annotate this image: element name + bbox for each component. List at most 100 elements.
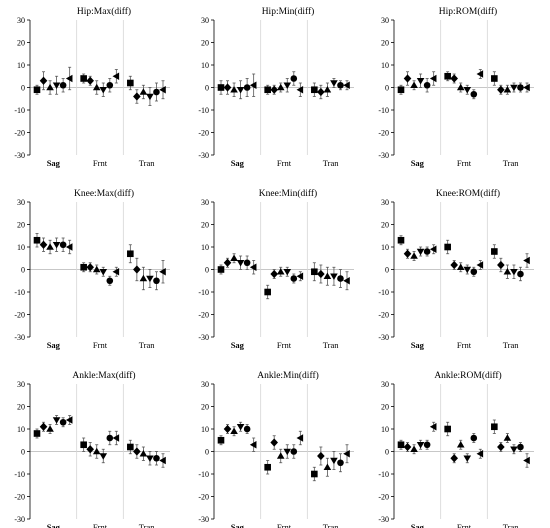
data-point (463, 267, 471, 274)
group-label: Tran (323, 158, 339, 168)
data-point (477, 450, 484, 458)
group-label: Tran (323, 522, 339, 528)
group-label: Sag (47, 522, 61, 528)
data-point (140, 275, 148, 282)
y-tick-label: 30 (201, 16, 209, 25)
data-point (277, 452, 285, 459)
y-tick-label: 30 (17, 198, 25, 207)
data-point (297, 434, 304, 442)
y-tick-label: -30 (198, 151, 209, 160)
data-point (40, 423, 48, 431)
data-point (218, 84, 225, 91)
data-point (517, 84, 524, 91)
data-point (504, 86, 512, 93)
data-point (107, 277, 114, 284)
panel-title: Knee:Max(diff) (74, 188, 134, 199)
data-point (291, 75, 298, 82)
data-point (430, 423, 437, 431)
data-point (218, 266, 225, 273)
data-point (510, 446, 518, 453)
data-point (237, 260, 245, 267)
data-point (510, 85, 518, 92)
data-point (99, 269, 107, 276)
data-point (450, 74, 458, 82)
y-tick-label: -10 (198, 470, 209, 479)
y-tick-label: 10 (17, 243, 25, 252)
data-point (86, 77, 94, 85)
y-tick-label: 10 (17, 425, 25, 434)
data-point (297, 86, 304, 94)
data-point (291, 275, 298, 282)
data-point (457, 84, 465, 91)
group-label: Sag (231, 158, 245, 168)
data-point (311, 86, 318, 93)
data-point (317, 270, 325, 278)
data-point (277, 84, 285, 91)
data-point (244, 259, 251, 266)
data-point (283, 449, 291, 456)
group-label: Frnt (277, 158, 292, 168)
y-tick-label: 30 (201, 198, 209, 207)
data-point (497, 443, 505, 451)
y-tick-label: -20 (198, 311, 209, 320)
y-tick-label: -20 (378, 493, 389, 502)
data-point (60, 241, 67, 248)
y-tick-label: 30 (381, 16, 389, 25)
group-label: Tran (503, 340, 519, 350)
data-point (504, 434, 512, 441)
y-tick-label: 30 (201, 380, 209, 389)
y-tick-label: 10 (17, 61, 25, 70)
data-point (146, 276, 154, 283)
data-point (444, 244, 451, 251)
panel-title: Knee:Min(diff) (259, 188, 317, 199)
group-label: Frnt (93, 522, 108, 528)
data-point (497, 86, 505, 94)
data-point (66, 75, 73, 83)
group-label: Tran (323, 340, 339, 350)
data-point (113, 72, 120, 80)
data-point (517, 444, 524, 451)
data-point (93, 448, 101, 455)
y-tick-label: -20 (378, 311, 389, 320)
data-point (523, 84, 530, 92)
y-tick-label: 10 (381, 61, 389, 70)
data-point (504, 268, 512, 275)
data-point (99, 87, 107, 94)
data-point (53, 82, 61, 89)
data-point (264, 289, 271, 296)
y-tick-label: -10 (198, 106, 209, 115)
panel-8: Ankle:Min(diff) 30 20 10 0 -10 -20 -30 Sag Frnt Tr… (198, 370, 354, 528)
data-point (444, 426, 451, 433)
data-point (99, 453, 107, 460)
data-point (404, 443, 412, 451)
data-point (53, 417, 61, 424)
group-label: Sag (47, 158, 61, 168)
data-point (343, 277, 350, 285)
panel-title: Ankle:ROM(diff) (434, 370, 501, 381)
data-point (311, 268, 318, 275)
group-label: Frnt (457, 158, 472, 168)
group-label: Sag (411, 522, 425, 528)
data-point (270, 438, 278, 446)
panel-title: Ankle:Max(diff) (72, 370, 135, 381)
panel-title: Ankle:Min(diff) (257, 370, 319, 381)
panel-2: Hip:Min(diff) 30 20 10 0 -10 -20 -30 Sag Frnt Tran (198, 6, 354, 168)
data-point (450, 454, 458, 462)
group-label: Tran (503, 522, 519, 528)
data-point (491, 75, 498, 82)
data-point (133, 447, 141, 455)
data-point (34, 430, 41, 437)
y-tick-label: 30 (17, 16, 25, 25)
group-label: Frnt (93, 340, 108, 350)
group-label: Tran (139, 340, 155, 350)
data-point (457, 441, 465, 448)
data-point (224, 425, 232, 433)
y-tick-label: 20 (381, 403, 389, 412)
data-point (127, 80, 134, 87)
y-tick-label: 20 (381, 39, 389, 48)
data-point (140, 88, 148, 95)
data-point (417, 249, 425, 256)
data-point (113, 268, 120, 276)
y-tick-label: 20 (201, 39, 209, 48)
